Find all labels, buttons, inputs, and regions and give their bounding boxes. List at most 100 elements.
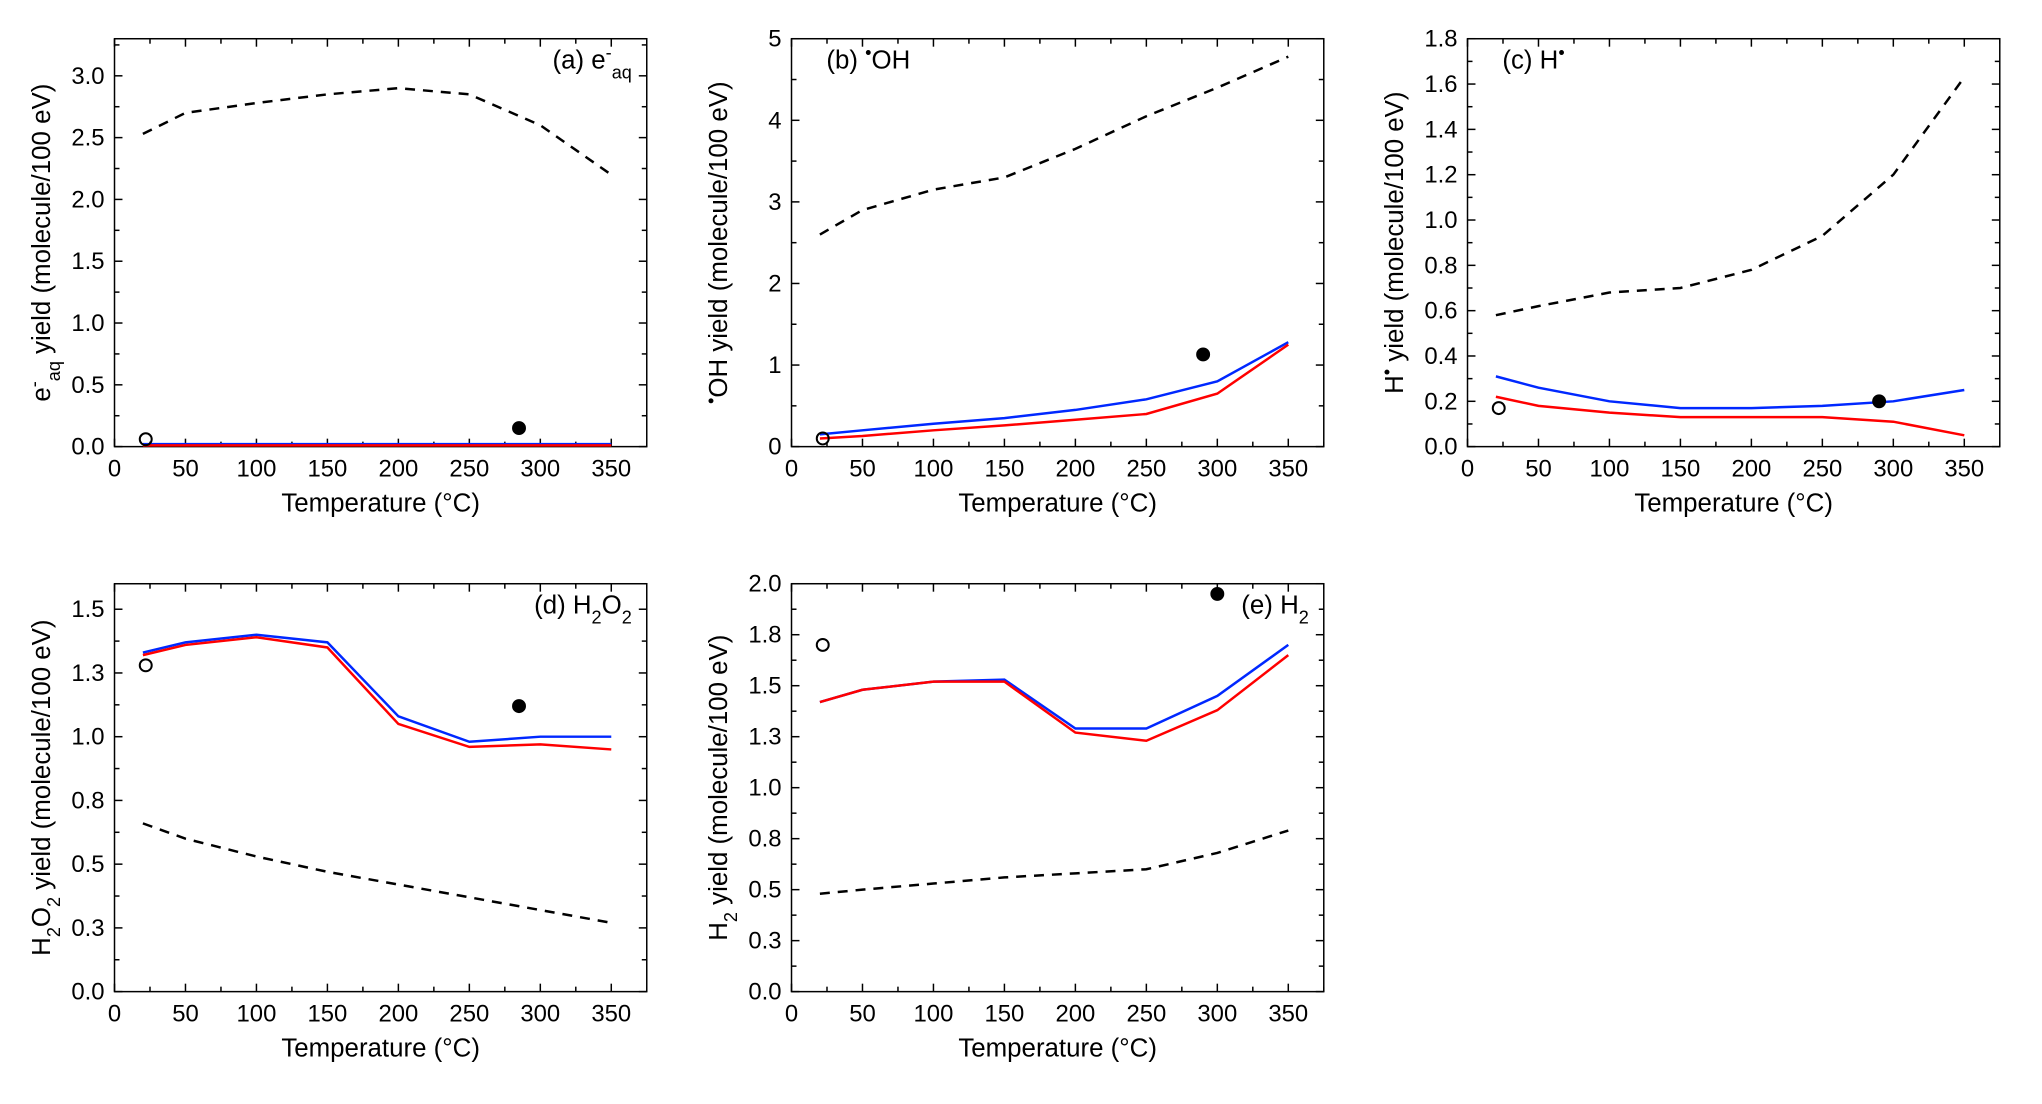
x-axis-title: Temperature (°C)	[958, 1034, 1157, 1062]
y-tick-label: 0.0	[1425, 434, 1458, 461]
x-tick-label: 50	[172, 455, 199, 482]
x-tick-label: 100	[237, 1000, 277, 1027]
y-tick-label: 1.5	[71, 248, 104, 275]
y-tick-label: 0.0	[71, 434, 104, 461]
y-tick-label: 0.0	[748, 979, 781, 1006]
plot-frame	[791, 584, 1323, 992]
y-tick-label: 2.5	[71, 125, 104, 152]
point-open-circle	[816, 639, 828, 651]
y-tick-label: 1.5	[71, 596, 104, 623]
plot-frame	[1468, 39, 2000, 447]
x-tick-label: 150	[308, 1000, 348, 1027]
panel-a: 0501001502002503003500.00.51.01.52.02.53…	[20, 20, 667, 535]
y-axis-title: H2 yield (molecule/100 eV)	[705, 635, 741, 941]
y-tick-label: 0.4	[1425, 343, 1458, 370]
y-tick-label: 0.2	[1425, 388, 1458, 415]
y-tick-label: 1.0	[748, 775, 781, 802]
y-tick-label: 1.8	[1425, 26, 1458, 53]
point-filled-circle	[1873, 395, 1885, 407]
plot-frame	[115, 39, 647, 447]
point-filled-circle	[513, 422, 525, 434]
series-dashed	[820, 57, 1288, 235]
panel-d: 0501001502002503003500.00.30.50.81.01.31…	[20, 565, 667, 1080]
panel-svg-e: 0501001502002503003500.00.30.50.81.01.31…	[697, 565, 1344, 1080]
y-tick-label: 2.0	[748, 571, 781, 598]
x-tick-label: 0	[1461, 455, 1474, 482]
y-tick-label: 0	[768, 434, 781, 461]
y-tick-label: 1.5	[748, 673, 781, 700]
y-tick-label: 0.5	[748, 877, 781, 904]
y-tick-label: 0.6	[1425, 298, 1458, 325]
point-filled-circle	[1197, 348, 1209, 360]
x-axis-title: Temperature (°C)	[281, 1034, 480, 1062]
x-tick-label: 300	[520, 1000, 560, 1027]
panel-label: (c) H•	[1503, 43, 1565, 75]
x-tick-label: 0	[785, 1000, 798, 1027]
x-tick-label: 300	[1874, 455, 1914, 482]
x-tick-label: 200	[1055, 455, 1095, 482]
point-filled-circle	[513, 700, 525, 712]
panel-e: 0501001502002503003500.00.30.50.81.01.31…	[697, 565, 1344, 1080]
y-tick-label: 0.3	[71, 915, 104, 942]
series-dashed	[143, 88, 611, 175]
x-tick-label: 100	[1590, 455, 1630, 482]
x-tick-label: 250	[449, 455, 489, 482]
y-tick-label: 0.8	[71, 787, 104, 814]
x-axis-title: Temperature (°C)	[1635, 489, 1834, 517]
series-dashed	[820, 831, 1288, 894]
y-tick-label: 1.6	[1425, 71, 1458, 98]
series-red	[820, 655, 1288, 741]
x-tick-label: 300	[1197, 455, 1237, 482]
x-tick-label: 300	[520, 455, 560, 482]
y-tick-label: 1.0	[71, 310, 104, 337]
y-tick-label: 4	[768, 107, 781, 134]
x-tick-label: 50	[1526, 455, 1553, 482]
y-tick-label: 2.0	[71, 186, 104, 213]
x-tick-label: 100	[237, 455, 277, 482]
panel-label: (d) H2O2	[534, 592, 632, 628]
plot-frame	[791, 39, 1323, 447]
point-open-circle	[1493, 402, 1505, 414]
x-tick-label: 0	[785, 455, 798, 482]
y-tick-label: 0.8	[748, 826, 781, 853]
x-tick-label: 0	[108, 455, 121, 482]
x-tick-label: 350	[591, 455, 631, 482]
x-tick-label: 250	[1126, 1000, 1166, 1027]
panel-svg-c: 0 50 100 150 200 250 300 350 0.0 0.2 0.4 0.6 0.8 1.0 1…	[1373, 20, 2020, 535]
y-tick-label: 0.8	[1425, 252, 1458, 279]
panel-label: (e) H2	[1241, 592, 1309, 628]
x-tick-label: 200	[1055, 1000, 1095, 1027]
panel-svg-d: 0501001502002503003500.00.30.50.81.01.31…	[20, 565, 667, 1080]
x-tick-label: 350	[1945, 455, 1985, 482]
y-axis-title: H• yield (molecule/100 eV)	[1377, 91, 1409, 393]
x-tick-label: 200	[1732, 455, 1772, 482]
x-tick-label: 100	[913, 1000, 953, 1027]
x-tick-label: 150	[1661, 455, 1701, 482]
y-tick-label: 1.8	[748, 622, 781, 649]
x-tick-label: 250	[1803, 455, 1843, 482]
y-tick-label: 0.5	[71, 851, 104, 878]
x-tick-label: 50	[849, 1000, 876, 1027]
x-tick-label: 100	[913, 455, 953, 482]
panel-label: (a) e-aq	[552, 43, 631, 83]
x-tick-label: 150	[308, 455, 348, 482]
chart-grid: 0501001502002503003500.00.51.01.52.02.53…	[20, 20, 2020, 1080]
y-tick-label: 1.0	[1425, 207, 1458, 234]
x-tick-label: 200	[378, 455, 418, 482]
x-tick-label: 350	[1268, 1000, 1308, 1027]
y-tick-label: 0.5	[71, 372, 104, 399]
panel-b: 050100150200250300350012345Temperature (…	[697, 20, 1344, 535]
panel-svg-a: 0501001502002503003500.00.51.01.52.02.53…	[20, 20, 667, 535]
x-tick-label: 50	[172, 1000, 199, 1027]
y-tick-label: 3	[768, 189, 781, 216]
y-tick-label: 5	[768, 26, 781, 53]
series-dashed	[1496, 77, 1964, 315]
y-axis-title: H2O2 yield (molecule/100 eV)	[28, 619, 64, 955]
x-tick-label: 200	[378, 1000, 418, 1027]
series-red	[820, 345, 1288, 439]
point-filled-circle	[1211, 588, 1223, 600]
x-tick-label: 0	[108, 1000, 121, 1027]
point-open-circle	[140, 659, 152, 671]
x-tick-label: 350	[1268, 455, 1308, 482]
panel-label: (b) •OH	[826, 43, 910, 75]
